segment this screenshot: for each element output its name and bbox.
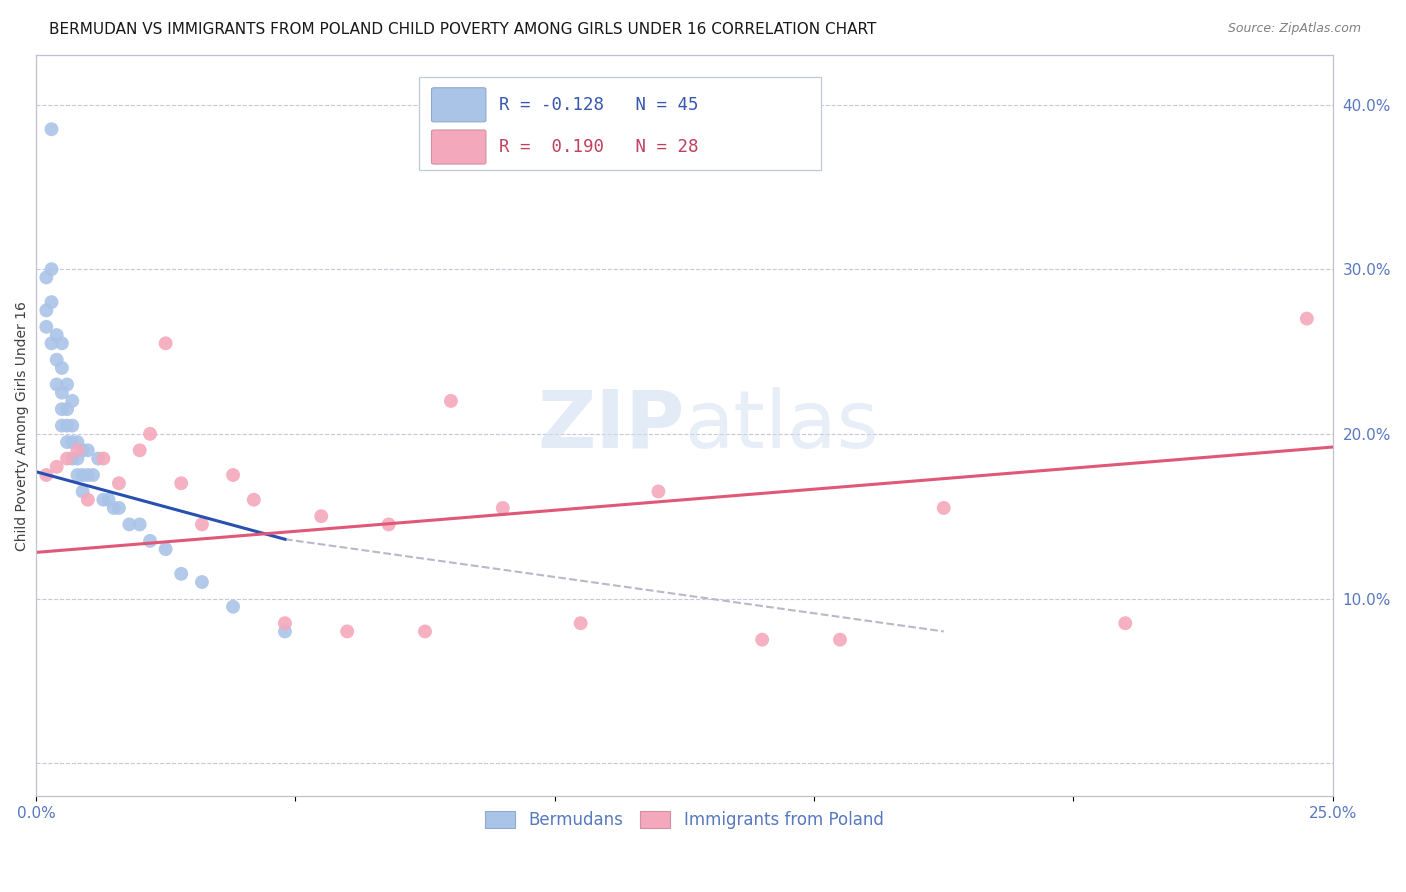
FancyBboxPatch shape <box>432 130 486 164</box>
Text: atlas: atlas <box>685 386 879 465</box>
Point <box>51 385 73 400</box>
Point <box>51 336 73 351</box>
Point <box>35 303 58 318</box>
Point <box>751 632 773 647</box>
Text: BERMUDAN VS IMMIGRANTS FROM POLAND CHILD POVERTY AMONG GIRLS UNDER 16 CORRELATIO: BERMUDAN VS IMMIGRANTS FROM POLAND CHILD… <box>49 22 876 37</box>
Point <box>647 484 669 499</box>
Point <box>336 624 359 639</box>
Point <box>377 517 399 532</box>
Point <box>128 517 150 532</box>
Point <box>170 476 193 491</box>
Point <box>45 328 67 343</box>
Point <box>66 443 89 458</box>
Point <box>56 418 79 433</box>
Point <box>56 377 79 392</box>
FancyBboxPatch shape <box>432 87 486 122</box>
Point <box>66 451 89 466</box>
Point <box>128 443 150 458</box>
Point <box>45 377 67 392</box>
Legend: Bermudans, Immigrants from Poland: Bermudans, Immigrants from Poland <box>478 805 890 836</box>
Point <box>440 393 463 408</box>
Point <box>932 500 955 515</box>
Point <box>108 500 131 515</box>
Point <box>309 509 332 524</box>
Point <box>97 492 120 507</box>
Point <box>41 122 63 136</box>
Point <box>170 566 193 581</box>
Point <box>76 443 98 458</box>
Point <box>191 575 214 590</box>
Point <box>60 451 83 466</box>
Text: Source: ZipAtlas.com: Source: ZipAtlas.com <box>1227 22 1361 36</box>
Point <box>139 426 162 441</box>
Point <box>41 295 63 310</box>
Point <box>45 352 67 367</box>
Point <box>76 468 98 483</box>
FancyBboxPatch shape <box>419 78 821 170</box>
Point <box>1295 311 1317 326</box>
Point <box>222 599 245 614</box>
Point <box>222 468 245 483</box>
Point <box>243 492 266 507</box>
Point <box>51 418 73 433</box>
Point <box>155 542 177 557</box>
Point <box>492 500 515 515</box>
Point <box>66 435 89 450</box>
Point <box>35 468 58 483</box>
Point <box>66 468 89 483</box>
Point <box>60 393 83 408</box>
Point <box>108 476 131 491</box>
Point <box>35 270 58 285</box>
Point <box>41 262 63 277</box>
Point <box>413 624 436 639</box>
Point <box>103 500 125 515</box>
Point <box>72 443 94 458</box>
Point <box>139 533 162 548</box>
Point <box>1114 616 1136 631</box>
Point <box>72 484 94 499</box>
Point <box>45 459 67 474</box>
Point <box>93 451 115 466</box>
Point <box>51 402 73 417</box>
Point <box>828 632 851 647</box>
Point <box>87 451 110 466</box>
Point <box>72 468 94 483</box>
Point <box>56 435 79 450</box>
Point <box>76 492 98 507</box>
Point <box>155 336 177 351</box>
Point <box>93 492 115 507</box>
Y-axis label: Child Poverty Among Girls Under 16: Child Poverty Among Girls Under 16 <box>15 301 30 550</box>
Point <box>118 517 141 532</box>
Point <box>56 402 79 417</box>
Point <box>56 451 79 466</box>
Point <box>60 418 83 433</box>
Point <box>274 624 297 639</box>
Text: R = -0.128   N = 45: R = -0.128 N = 45 <box>499 95 699 114</box>
Text: R =  0.190   N = 28: R = 0.190 N = 28 <box>499 138 699 156</box>
Point <box>191 517 214 532</box>
Point <box>274 616 297 631</box>
Point <box>569 616 592 631</box>
Point <box>60 435 83 450</box>
Text: ZIP: ZIP <box>537 386 685 465</box>
Point <box>41 336 63 351</box>
Point <box>82 468 104 483</box>
Point <box>51 361 73 376</box>
Point <box>35 319 58 334</box>
